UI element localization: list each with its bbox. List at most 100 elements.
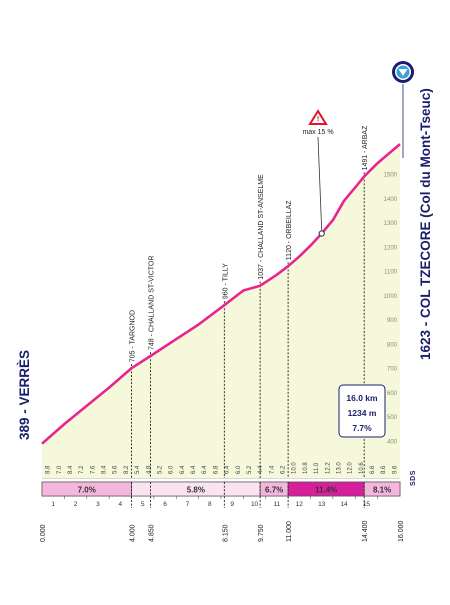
km-gradient-label: 10.8 (303, 462, 309, 474)
km-gradient-label: 8.6 (381, 465, 387, 474)
km-gradient-label: 7.2 (79, 465, 85, 474)
km-gradient-label: 6.0 (236, 465, 242, 474)
km-number: 1 (51, 501, 55, 508)
km-gradient-label: 7.4 (269, 465, 275, 474)
km-gradient-label: 10.6 (359, 462, 365, 474)
km-gradient-label: 6.2 (281, 465, 287, 474)
km-gradient-label: 4.4 (258, 465, 264, 474)
profile-line (41, 143, 401, 445)
distance-label: 4.000 (130, 524, 137, 542)
place-label: 705 - TARGNOD (130, 310, 137, 362)
distance-label: 4.850 (149, 524, 156, 542)
gradient-segment-bar: 7.0% 5.8% 6.7% 11.4% 8.1% (41, 481, 401, 508)
km-gradient-label: 12.0 (348, 462, 354, 474)
place-label: 960 - TILLY (222, 263, 229, 299)
max-gradient-label: max 15 % (302, 129, 333, 136)
altitude-tick-label: 800 (387, 342, 398, 348)
place-lines-layer (131, 172, 365, 478)
altitude-tick-label: 900 (387, 318, 398, 324)
km-gradient-label: 11.0 (314, 462, 320, 474)
gradient-labels: 8.8 7.0 8.4 7.2 7.6 8.4 5.6 8.2 5.4 4.8 5.2 6.0 6.4 6… (46, 462, 399, 474)
altitude-tick-label: 600 (387, 391, 398, 397)
km-gradient-label: 6.4 (225, 465, 231, 474)
km-gradient-label: 12.2 (325, 462, 331, 474)
km-gradient-label: 8.4 (102, 465, 108, 474)
altitude-tick-label: 500 (387, 415, 398, 421)
finish-label: 1623 - COL TZECORE (Col du Mont-Tseuc) (418, 88, 433, 360)
km-number: 7 (186, 501, 190, 508)
place-label: 748 - CHALLAND ST-VICTOR (149, 256, 156, 350)
altitude-tick-label: 1400 (384, 197, 398, 203)
segment-grade-label: 5.8% (187, 486, 205, 495)
altitude-tick-label: 1500 (384, 173, 398, 179)
km-gradient-label: 6.4 (191, 465, 197, 474)
km-number: 3 (96, 501, 100, 508)
altitude-tick-label: 700 (387, 367, 398, 373)
altitude-ticks: 400 500 600 700 800 900 1000 1100 1200 1300 1400 15… (384, 173, 398, 446)
distance-label: 8.150 (222, 524, 229, 542)
km-gradient-label: 6.6 (370, 465, 376, 474)
segment-grade-label: 7.0% (78, 486, 96, 495)
distance-label: 16.000 (398, 520, 405, 542)
km-gradient-label: 5.2 (158, 465, 164, 474)
km-gradient-label: 4.8 (146, 465, 152, 474)
place-label: 1037 - CHALLAND ST-ANSELME (258, 174, 265, 280)
max-gradient-badge: ! max 15 % (302, 109, 334, 237)
km-number: 10 (251, 501, 259, 508)
km-gradient-label: 6.8 (213, 465, 219, 474)
altitude-tick-label: 1000 (384, 294, 398, 300)
km-number: 11 (274, 501, 281, 508)
km-number-row: 1 2 3 4 5 6 7 8 9 10 11 12 13 14 15 (51, 501, 370, 508)
distance-label: 11.000 (286, 521, 293, 542)
km-number: 13 (318, 501, 326, 508)
info-gain: 1234 m (348, 408, 377, 418)
distance-label: 9.750 (258, 524, 265, 542)
km-gradient-label: 8.8 (46, 465, 52, 474)
finish-icon (392, 61, 414, 83)
altitude-tick-label: 1300 (384, 221, 398, 227)
km-gradient-label: 5.6 (113, 465, 119, 474)
km-gradient-label: 9.6 (392, 465, 398, 474)
distance-label: 0.000 (40, 524, 47, 542)
km-gradient-label: 6.4 (202, 465, 208, 474)
distance-labels: 0.000 4.000 4.850 8.150 9.750 11.000 14.400 16.… (40, 520, 405, 542)
km-gradient-label: 7.0 (57, 465, 63, 474)
place-label: 1491 - ARBAZ (362, 125, 369, 170)
km-number: 9 (230, 501, 234, 508)
segment-grade-label: 6.7% (265, 486, 283, 495)
distance-label: 14.400 (362, 520, 369, 542)
segment-grade-label: 8.1% (373, 486, 391, 495)
start-label: 389 - VERRÈS (17, 350, 32, 440)
sds-logo: SDS (410, 470, 417, 486)
km-number: 4 (119, 501, 123, 508)
km-gradient-label: 5.4 (135, 465, 141, 474)
km-gradient-label: 5.2 (247, 465, 253, 474)
km-number: 8 (208, 501, 212, 508)
info-distance: 16.0 km (346, 393, 378, 403)
altitude-tick-label: 400 (387, 440, 398, 446)
km-gradient-label: 10.0 (292, 462, 298, 474)
info-avg: 7.7% (352, 423, 372, 433)
km-number: 5 (141, 501, 145, 508)
svg-text:!: ! (317, 116, 319, 123)
segment-block (363, 481, 401, 497)
altitude-tick-label: 1100 (384, 270, 398, 276)
segment-grade-label: 11.4% (315, 486, 337, 495)
altitude-tick-label: 1200 (384, 245, 398, 251)
km-gradient-label: 13.0 (337, 462, 343, 474)
place-label: 1120 - ORBEILLAZ (286, 200, 293, 261)
km-number: 6 (163, 501, 167, 508)
km-gradient-label: 7.6 (90, 465, 96, 474)
km-gradient-label: 8.2 (124, 465, 130, 474)
place-labels: 705 - TARGNOD 748 - CHALLAND ST-VICTOR 960… (130, 125, 370, 362)
km-gradient-label: 6.0 (169, 465, 175, 474)
km-number: 2 (74, 501, 78, 508)
km-gradient-label: 8.4 (68, 465, 74, 474)
km-number: 14 (340, 501, 348, 508)
km-gradient-label: 6.4 (180, 465, 186, 474)
km-number: 15 (363, 501, 371, 508)
info-box: 16.0 km 1234 m 7.7% (338, 384, 386, 438)
km-number: 12 (296, 501, 304, 508)
